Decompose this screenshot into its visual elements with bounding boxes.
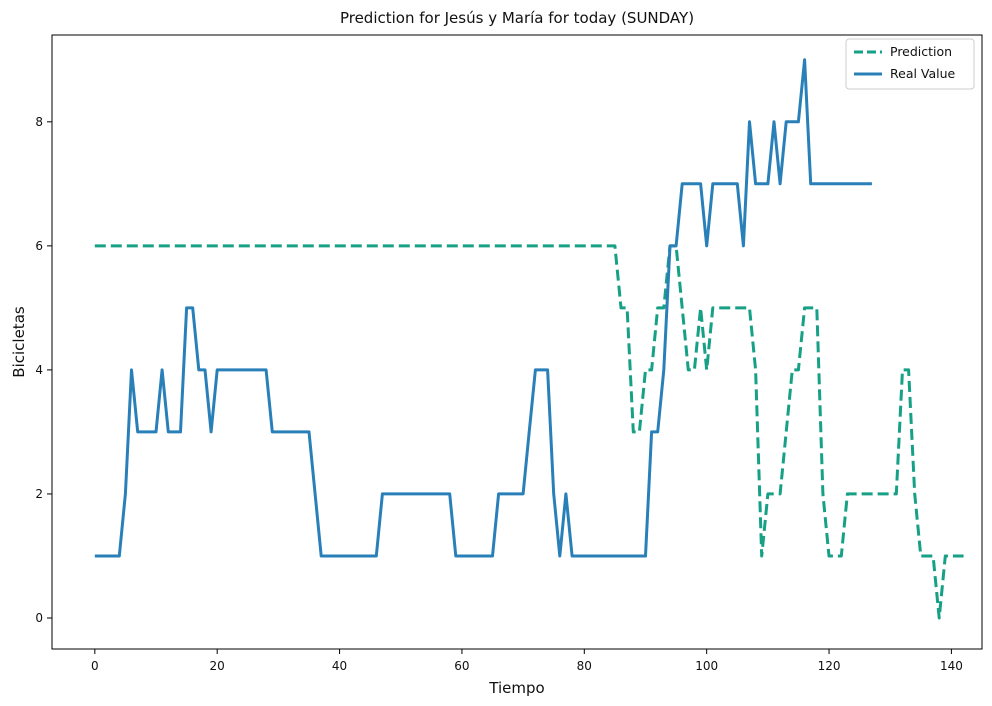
legend: Prediction Real Value [845, 38, 975, 90]
y-axis-label: Bicicletas [10, 306, 28, 378]
y-tick-label: 0 [35, 611, 43, 625]
y-tick-label: 6 [35, 239, 43, 253]
series-lines [94, 58, 964, 620]
axis-ticks: 0 20 40 60 80 100 120 140 0 2 4 6 8 [35, 115, 963, 673]
x-tick-label: 140 [940, 659, 963, 673]
x-tick-label: 80 [577, 659, 592, 673]
y-tick-label: 2 [35, 487, 43, 501]
x-tick-label: 60 [454, 659, 469, 673]
series-line-real-value [94, 58, 872, 558]
x-axis-label: Tiempo [488, 679, 544, 697]
x-tick-label: 20 [210, 659, 225, 673]
legend-label: Prediction [890, 44, 952, 59]
legend-label: Real Value [890, 66, 956, 81]
y-tick-label: 4 [35, 363, 43, 377]
plot-area-frame [51, 34, 983, 650]
x-tick-label: 120 [818, 659, 841, 673]
legend-box [845, 38, 975, 90]
y-tick-label: 8 [35, 115, 43, 129]
chart-title: Prediction for Jesús y María for today (… [340, 9, 694, 27]
x-tick-label: 100 [695, 659, 718, 673]
x-tick-label: 0 [91, 659, 99, 673]
x-tick-label: 40 [332, 659, 347, 673]
